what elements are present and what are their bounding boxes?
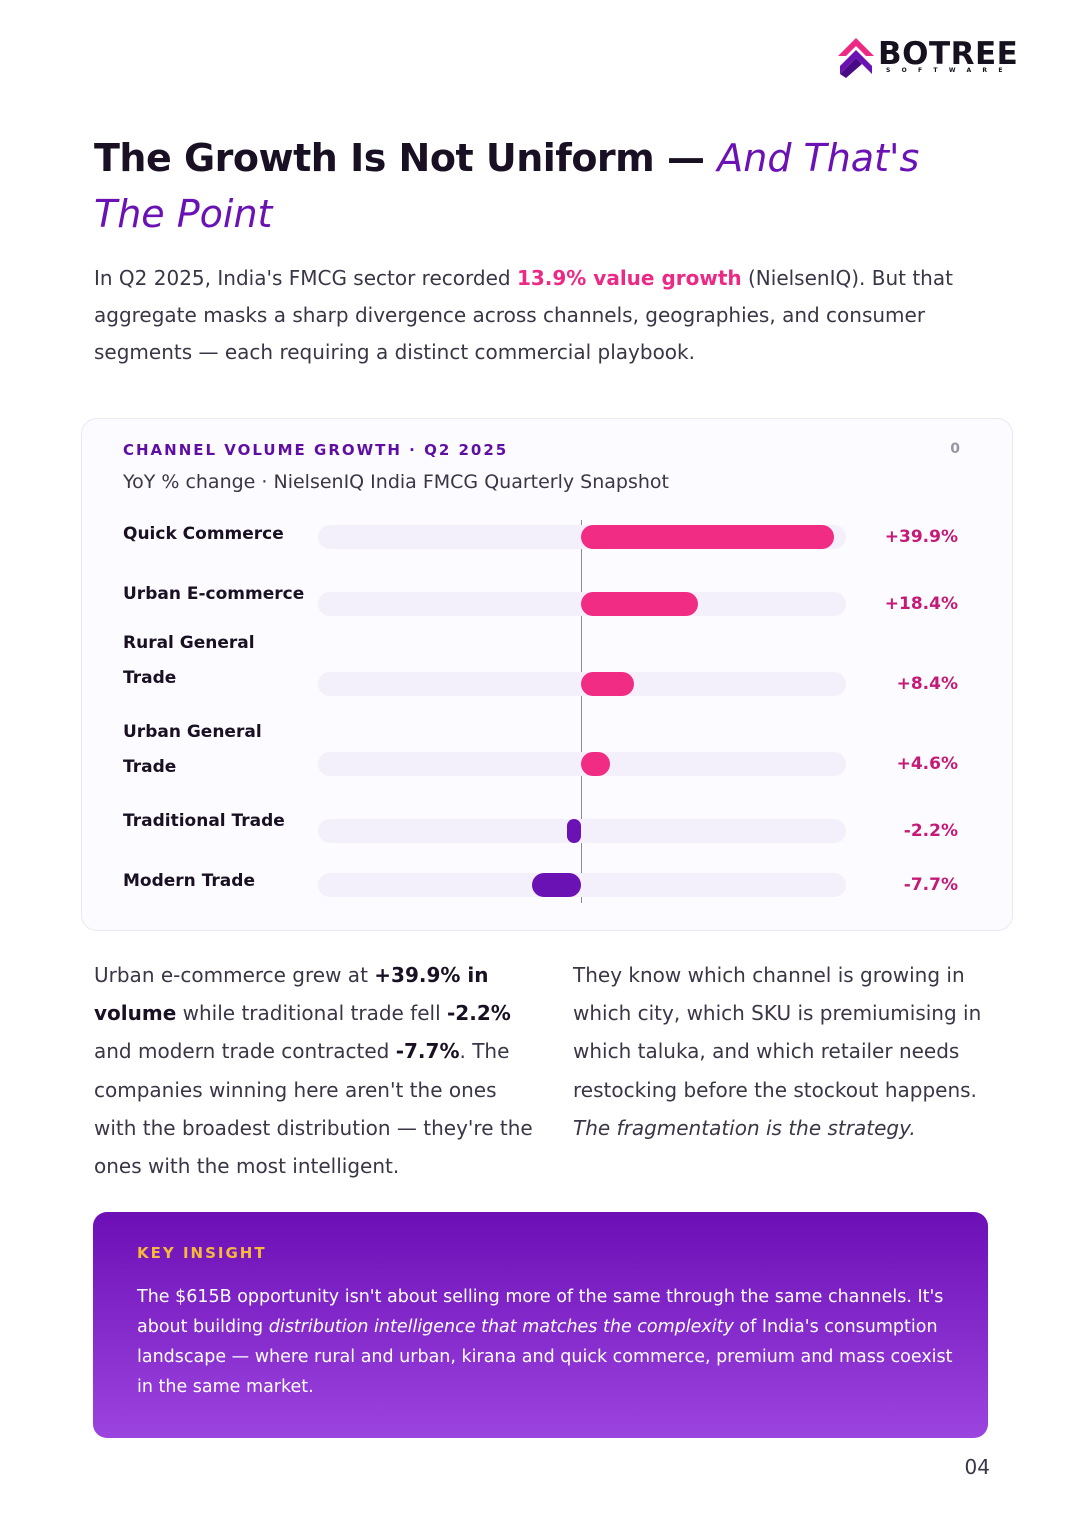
chart-bar — [567, 819, 581, 843]
chart-value-label: -2.2% — [903, 821, 958, 841]
chart-bar — [581, 672, 635, 696]
chart-category-label: Urban General Trade — [123, 722, 262, 777]
chart-zero-label: 0 — [950, 441, 960, 457]
channel-growth-chart: CHANNEL VOLUME GROWTH · Q2 2025 0 YoY % … — [81, 418, 1013, 931]
chart-bar-track — [318, 873, 846, 897]
chart-bar — [532, 873, 581, 897]
page-number: 04 — [964, 1455, 990, 1479]
intro-text-2: (NielsenIQ). But that aggregate masks a … — [94, 266, 953, 364]
left-bold-3: -7.7% — [395, 1039, 460, 1064]
brand-subtitle: SOFTWARE — [886, 67, 1014, 74]
insight-text-1: The $615B opportunity isn't about sellin… — [137, 1287, 944, 1337]
chart-category-label: Quick Commerce — [123, 524, 284, 544]
chart-bar — [581, 752, 611, 776]
chart-value-label: -7.7% — [903, 875, 958, 895]
left-text-4: . The companies winning here aren't the … — [94, 1039, 533, 1179]
title-accent: And That's The Point — [94, 136, 920, 236]
body-right-column: They know which channel is growing in wh… — [573, 956, 1003, 1147]
page-title: The Growth Is Not Uniform — And That's T… — [94, 130, 994, 242]
chart-title: CHANNEL VOLUME GROWTH · Q2 2025 — [123, 441, 509, 459]
insight-text-2: of India's consumption landscape — where… — [137, 1317, 953, 1397]
left-text-3: and modern trade contracted — [94, 1039, 396, 1064]
chart-bar-track — [318, 819, 846, 843]
chart-subtitle: YoY % change · NielsenIQ India FMCG Quar… — [123, 471, 669, 493]
brand-logo: BOTREE SOFTWARE — [838, 36, 1018, 80]
chart-category-label: Rural General Trade — [123, 633, 255, 688]
insight-text: The $615B opportunity isn't about sellin… — [137, 1282, 957, 1402]
chart-bar — [581, 592, 698, 616]
key-insight-box: KEY INSIGHT The $615B opportunity isn't … — [93, 1212, 988, 1438]
left-text-1: Urban e-commerce grew at — [94, 963, 375, 987]
chart-category-label: Urban E-commerce — [123, 584, 305, 604]
insight-italic: distribution intelligence that matches t… — [268, 1317, 734, 1337]
right-italic-1: The fragmentation is the strategy. — [573, 1115, 916, 1140]
chart-category-label: Traditional Trade — [123, 811, 285, 831]
left-bold-2: -2.2% — [447, 1001, 511, 1026]
brand-name: BOTREE — [878, 36, 1019, 72]
chart-category-label: Modern Trade — [123, 871, 255, 891]
title-main: The Growth Is Not Uniform — — [94, 136, 705, 180]
chart-value-label: +18.4% — [884, 594, 958, 614]
insight-label: KEY INSIGHT — [137, 1244, 267, 1262]
right-text-1: They know which channel is growing in wh… — [573, 963, 982, 1102]
chart-value-label: +4.6% — [896, 754, 958, 774]
intro-paragraph: In Q2 2025, India's FMCG sector recorded… — [94, 260, 974, 371]
chart-bar — [581, 525, 835, 549]
left-text-2: while traditional trade fell — [176, 1001, 447, 1026]
intro-highlight: 13.9% value growth — [516, 266, 742, 290]
chart-value-label: +8.4% — [896, 674, 958, 694]
intro-text-1: In Q2 2025, India's FMCG sector recorded — [94, 266, 517, 290]
chart-value-label: +39.9% — [884, 527, 958, 547]
left-bold-1: +39.9% in volume — [94, 963, 489, 1026]
botree-logo-icon — [838, 38, 874, 78]
body-left-column: Urban e-commerce grew at +39.9% in volum… — [94, 956, 544, 1185]
chart-zero-line — [581, 520, 582, 903]
